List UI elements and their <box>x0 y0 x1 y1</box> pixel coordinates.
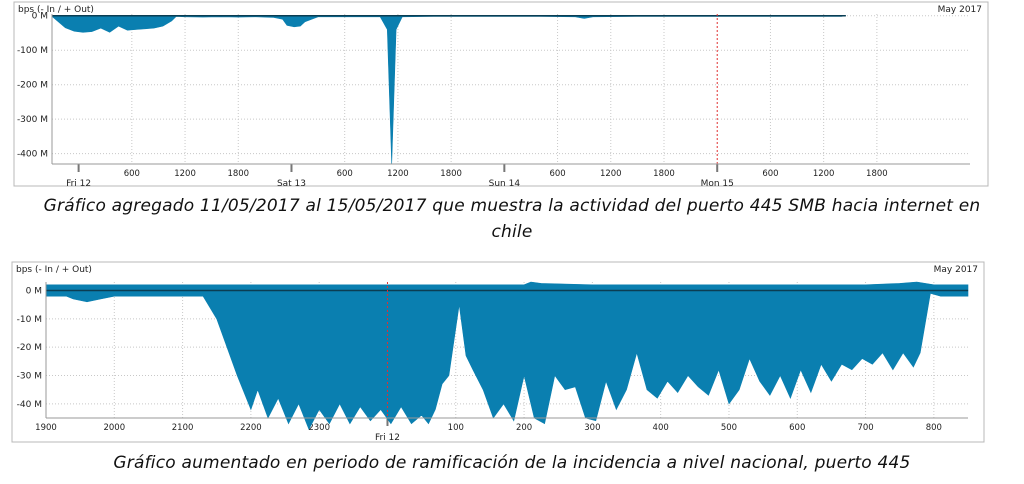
bottom-xtick-label: 2100 <box>172 423 194 433</box>
caption-bottom: Gráfico aumentado en periodo de ramifica… <box>0 450 1024 476</box>
bottom-ylabel: bps (- In / + Out) <box>16 265 92 275</box>
bottom-xtick-label: 2200 <box>240 423 262 433</box>
top-xtick-label: 600 <box>124 169 140 179</box>
caption-bottom-text: Gráfico aumentado en periodo de ramifica… <box>113 453 911 473</box>
bottom-ytick-label: -40 M <box>17 400 42 410</box>
top-frame <box>13 1 989 187</box>
chart-top: bps (- In / + Out) May 2017 0 M -100 M -200 … <box>13 1 989 189</box>
top-xtick-label: 1200 <box>813 169 835 179</box>
bottom-xtick-label: 1900 <box>35 423 57 433</box>
top-xtick-label: 1800 <box>227 169 249 179</box>
top-corner-label: May 2017 <box>938 5 982 15</box>
caption-top-line2: chile <box>491 222 533 242</box>
bottom-series-area-1 <box>45 281 969 291</box>
bottom-corner-label: May 2017 <box>934 265 978 275</box>
top-ytick-label: -200 M <box>17 81 48 91</box>
chart-bottom: bps (- In / + Out) May 2017 0 M -10 M -20 M -… <box>11 261 985 443</box>
top-xtick-label: 600 <box>337 169 353 179</box>
bottom-day-label: Fri 12 <box>375 433 400 443</box>
bottom-ytick-label: -30 M <box>17 372 42 382</box>
top-xtick-label: 1200 <box>174 169 196 179</box>
top-ytick-label: 0 M <box>32 12 48 22</box>
top-xtick-label: 600 <box>549 169 565 179</box>
top-xtick-label: 1200 <box>600 169 622 179</box>
bottom-frame <box>11 261 985 443</box>
chart-panel-bottom: bps (- In / + Out) May 2017 0 M -10 M -20 M -… <box>0 258 1024 444</box>
bottom-ytick-label: -10 M <box>17 315 42 325</box>
bottom-xtick-label: 2000 <box>103 423 125 433</box>
top-series-area-0 <box>51 15 846 165</box>
top-ytick-label: -400 M <box>17 150 48 160</box>
bottom-xtick-label: 800 <box>926 423 942 433</box>
chart-panel-top: bps (- In / + Out) May 2017 0 M -100 M -200 … <box>0 0 1024 190</box>
top-day-label: Fri 12 <box>66 179 91 189</box>
bottom-xtick-label: 300 <box>584 423 600 433</box>
top-ytick-label: -100 M <box>17 46 48 56</box>
bottom-xtick-label: 100 <box>448 423 464 433</box>
caption-top-line1: Gráfico agregado 11/05/2017 al 15/05/201… <box>43 196 981 216</box>
top-ytick-label: -300 M <box>17 115 48 125</box>
top-xtick-label: 1800 <box>440 169 462 179</box>
top-xtick-label: 1800 <box>653 169 675 179</box>
top-ylabel: bps (- In / + Out) <box>18 5 94 15</box>
top-day-label: Sun 14 <box>489 179 521 189</box>
bottom-series-area-0 <box>45 290 969 431</box>
bottom-xtick-label: 500 <box>721 423 737 433</box>
bottom-xtick-label: 700 <box>857 423 873 433</box>
top-xtick-label: 600 <box>762 169 778 179</box>
bottom-xtick-label: 400 <box>653 423 669 433</box>
bottom-ytick-label: 0 M <box>26 287 42 297</box>
bottom-xtick-label: 200 <box>516 423 532 433</box>
top-xtick-label: 1800 <box>866 169 888 179</box>
caption-top: Gráfico agregado 11/05/2017 al 15/05/201… <box>0 193 1024 245</box>
top-day-label: Sat 13 <box>277 179 306 189</box>
top-xtick-label: 1200 <box>387 169 409 179</box>
bottom-xtick-label: 600 <box>789 423 805 433</box>
top-day-label: Mon 15 <box>701 179 734 189</box>
bottom-xtick-label: 2300 <box>308 423 330 433</box>
bottom-ytick-label: -20 M <box>17 343 42 353</box>
